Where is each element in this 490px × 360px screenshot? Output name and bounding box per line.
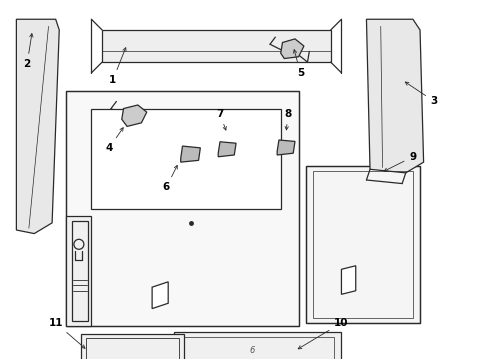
Polygon shape [102, 30, 331, 62]
Text: 8: 8 [284, 109, 292, 130]
Text: 3: 3 [405, 82, 438, 107]
Text: 6: 6 [163, 166, 177, 192]
Polygon shape [277, 140, 295, 155]
Text: 5: 5 [294, 50, 304, 78]
Polygon shape [173, 332, 342, 360]
Polygon shape [181, 146, 200, 162]
Text: 7: 7 [216, 109, 226, 130]
Polygon shape [152, 282, 168, 309]
Polygon shape [367, 19, 424, 173]
Polygon shape [306, 166, 420, 323]
Polygon shape [66, 91, 298, 327]
Polygon shape [66, 216, 92, 327]
Polygon shape [281, 39, 304, 59]
Polygon shape [92, 109, 281, 208]
Text: 4: 4 [105, 128, 123, 153]
Polygon shape [81, 334, 184, 360]
Text: 1: 1 [109, 48, 126, 85]
Text: 9: 9 [384, 152, 416, 171]
Text: 10: 10 [298, 318, 349, 349]
Polygon shape [218, 142, 236, 157]
Text: 2: 2 [24, 33, 33, 69]
Text: 11: 11 [49, 318, 85, 348]
Polygon shape [16, 19, 59, 234]
Polygon shape [342, 266, 356, 294]
Text: 6: 6 [249, 346, 255, 355]
Polygon shape [122, 105, 147, 126]
